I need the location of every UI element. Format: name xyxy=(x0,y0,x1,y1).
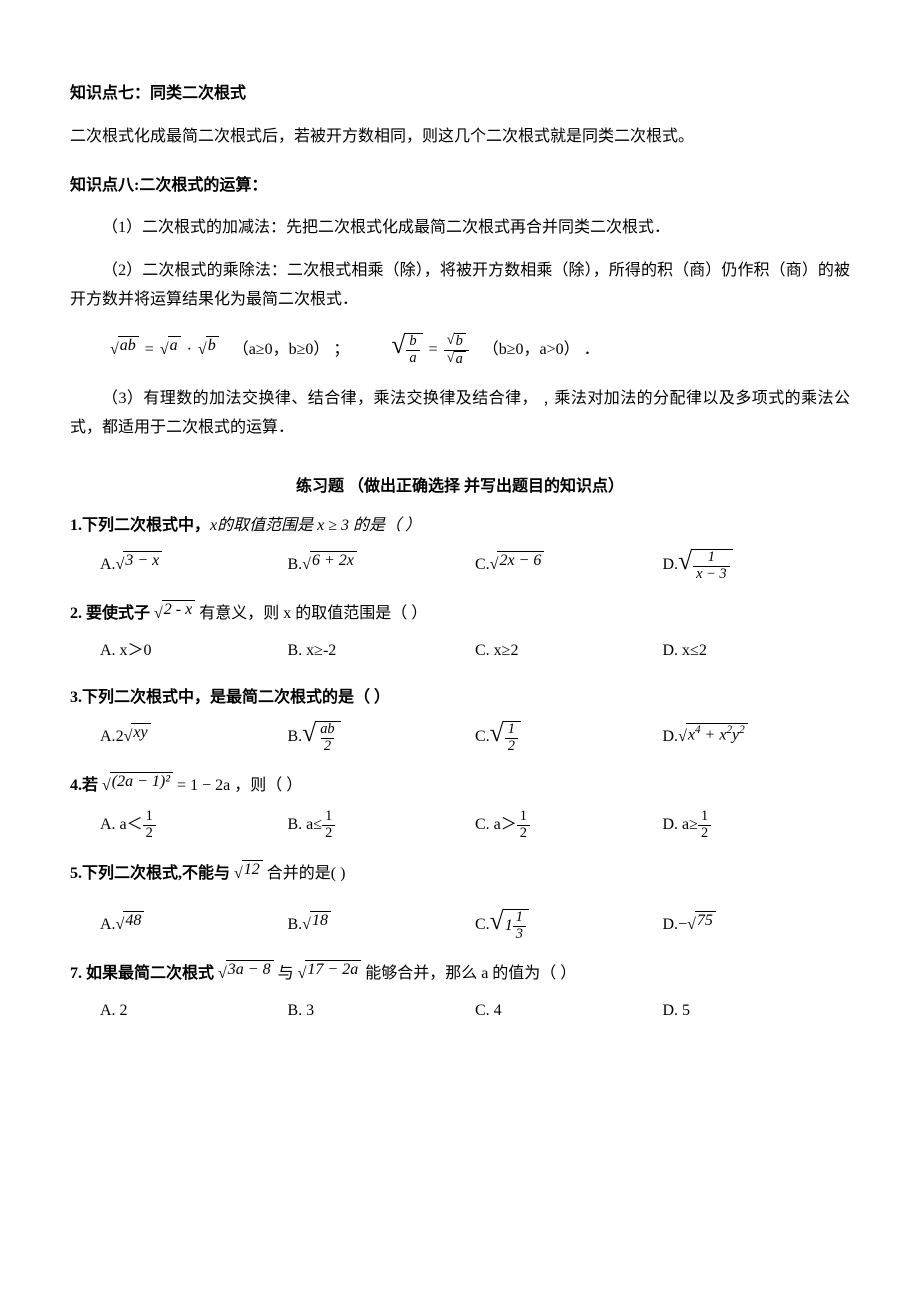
section8-p3: （3）有理数的加法交换律、结合律，乘法交换律及结合律，﹐乘法对加法的分配律以及多… xyxy=(70,385,850,443)
q2-stem: 2. 要使式子 √2 - x 有意义，则 x 的取值范围是（ ） xyxy=(70,600,850,629)
sqrt-ab: √ab xyxy=(110,336,139,365)
dot: · xyxy=(187,336,192,365)
section8-title: 知识点八:二次根式的运算： xyxy=(70,172,850,201)
q7-optB: B. 3 xyxy=(288,997,476,1026)
q3-optC: C.√12 xyxy=(475,721,663,755)
q5-optC: C.√113 xyxy=(475,909,663,943)
q7-optA: A. 2 xyxy=(100,997,288,1026)
q7-stem: 7. 如果最简二次根式 √3a − 8 与 √17 − 2a 能够合并，那么 a… xyxy=(70,960,850,989)
q7-optC: C. 4 xyxy=(475,997,663,1026)
q2-optD: D. x≤2 xyxy=(663,637,851,666)
sqrt-frac-ba: √ba xyxy=(391,333,422,367)
q7-optD: D. 5 xyxy=(663,997,851,1026)
section7-body: 二次根式化成最简二次根式后，若被开方数相同，则这几个二次根式就是同类二次根式。 xyxy=(70,123,850,152)
q2-optC: C. x≥2 xyxy=(475,637,663,666)
cond2: （b≥0，a>0） ． xyxy=(483,336,600,365)
q1-optD: D.√1x − 3 xyxy=(663,549,851,583)
q4-optB: B. a≤12 xyxy=(288,809,476,842)
q4-stem: 4.若 √(2a − 1)² = 1 − 2a ，则（ ） xyxy=(70,772,850,801)
q4-optD: D. a≥12 xyxy=(663,809,851,842)
section8-formula: √ab = √a · √b （a≥0，b≥0） ； √ba = √b √a （b… xyxy=(110,333,850,368)
q3-options: A. 2√xy B.√ab2 C.√12 D.√x4 + x2y2 xyxy=(100,721,850,755)
q2-optA: A. x＞0 xyxy=(100,637,288,666)
q1-options: A.√3 − x B.√6 + 2x C.√2x − 6 D.√1x − 3 xyxy=(100,549,850,583)
q7-options: A. 2 B. 3 C. 4 D. 5 xyxy=(100,997,850,1026)
q4-optC: C. a＞12 xyxy=(475,809,663,842)
equals: = xyxy=(145,336,154,365)
q5-stem: 5.下列二次根式,不能与 √12 合并的是( ) xyxy=(70,860,850,889)
q4-optA: A. a＜12 xyxy=(100,809,288,842)
sqrt-b: √b xyxy=(198,336,219,365)
q2-optB: B. x≥-2 xyxy=(288,637,476,666)
q1-stem: 1.下列二次根式中，x的取值范围是 x ≥ 3 的是（ ） xyxy=(70,512,850,541)
q3-optD: D.√x4 + x2y2 xyxy=(663,721,851,755)
q2-options: A. x＞0 B. x≥-2 C. x≥2 D. x≤2 xyxy=(100,637,850,666)
q3-optA: A. 2√xy xyxy=(100,721,288,755)
q1-optA: A.√3 − x xyxy=(100,549,288,583)
equals: = xyxy=(429,336,438,365)
q1-optC: C.√2x − 6 xyxy=(475,549,663,583)
exercise-title: 练习题 （做出正确选择 并写出题目的知识点） xyxy=(70,473,850,502)
frac-sqrtb-sqrta: √b √a xyxy=(444,333,469,368)
q3-optB: B.√ab2 xyxy=(288,721,476,755)
sqrt-a: √a xyxy=(160,336,181,365)
q5-optB: B.√18 xyxy=(288,909,476,943)
section8-p2: （2）二次根式的乘除法：二次根式相乘（除），将被开方数相乘（除），所得的积（商）… xyxy=(70,257,850,315)
section7-title: 知识点七：同类二次根式 xyxy=(70,80,850,109)
q1-optB: B.√6 + 2x xyxy=(288,549,476,583)
q5-optD: D.−√75 xyxy=(663,909,851,943)
q5-optA: A.√48 xyxy=(100,909,288,943)
section8-p1: （1）二次根式的加减法：先把二次根式化成最简二次根式再合并同类二次根式． xyxy=(70,214,850,243)
q5-options: A.√48 B.√18 C.√113 D.−√75 xyxy=(100,909,850,943)
cond1: （a≥0，b≥0） ； xyxy=(233,336,350,365)
q3-stem: 3.下列二次根式中，是最简二次根式的是（ ） xyxy=(70,684,850,713)
q4-options: A. a＜12 B. a≤12 C. a＞12 D. a≥12 xyxy=(100,809,850,842)
